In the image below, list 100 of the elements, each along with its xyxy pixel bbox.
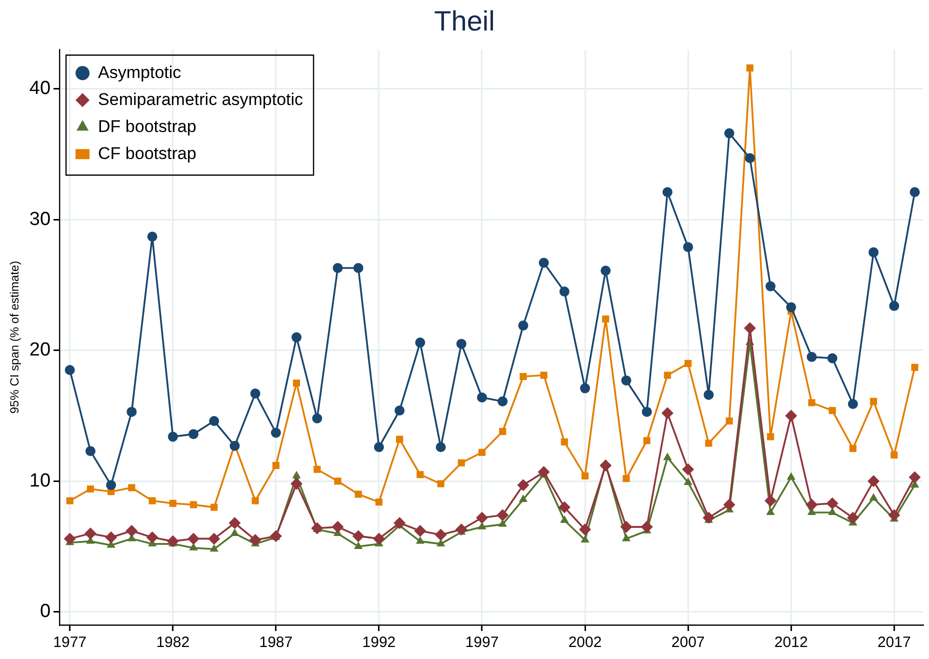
point <box>85 446 96 456</box>
point <box>785 410 798 422</box>
point <box>538 258 549 268</box>
point <box>169 500 176 507</box>
point <box>869 493 878 501</box>
point <box>889 300 900 311</box>
point <box>372 532 385 545</box>
point <box>744 153 755 164</box>
point <box>620 520 632 533</box>
point <box>188 429 198 440</box>
point <box>354 542 363 550</box>
point <box>517 479 530 492</box>
point <box>826 497 838 510</box>
chart-title: Theil <box>434 6 495 37</box>
point <box>849 444 856 452</box>
point <box>187 532 200 545</box>
point <box>375 498 382 506</box>
point <box>642 406 652 417</box>
point <box>230 440 240 451</box>
point <box>311 522 324 534</box>
point <box>518 494 528 502</box>
point <box>86 485 94 493</box>
point <box>208 532 220 545</box>
point <box>252 497 259 504</box>
point <box>498 396 508 406</box>
point <box>210 504 218 511</box>
point <box>579 524 592 536</box>
point <box>868 475 880 488</box>
x-tick-label: 1997 <box>465 634 499 652</box>
point <box>499 428 506 435</box>
y-axis-title: 95% CI span (% of estimate) <box>8 260 22 414</box>
y-tick-label: 20 <box>29 340 51 361</box>
point <box>870 398 878 405</box>
point <box>476 512 488 524</box>
point <box>808 399 816 406</box>
point <box>396 436 404 443</box>
point <box>640 520 653 533</box>
point <box>581 472 589 480</box>
point <box>724 128 734 138</box>
legend-label: Asymptotic <box>98 62 182 82</box>
y-tick-label: 40 <box>29 78 51 100</box>
point <box>520 372 527 380</box>
point <box>66 497 74 504</box>
point <box>126 406 137 417</box>
point <box>166 535 179 548</box>
point <box>723 498 736 511</box>
point <box>602 315 610 323</box>
x-tick-label: 1977 <box>53 634 87 652</box>
point <box>558 501 570 514</box>
point <box>84 527 96 540</box>
point <box>827 353 838 364</box>
point <box>661 407 674 420</box>
point <box>394 516 406 529</box>
point <box>766 433 774 440</box>
point <box>228 516 241 529</box>
point <box>766 281 776 292</box>
point <box>786 472 796 480</box>
x-tick-label: 1982 <box>156 634 190 652</box>
point <box>764 494 777 507</box>
point <box>168 432 178 442</box>
point <box>868 247 879 258</box>
legend-label: DF bootstrap <box>98 116 196 136</box>
point <box>643 437 650 444</box>
point <box>456 338 466 349</box>
x-tick-label: 2012 <box>774 634 808 652</box>
y-tick-label: 10 <box>29 470 51 492</box>
point <box>64 364 75 375</box>
point <box>128 484 136 492</box>
point <box>106 480 116 490</box>
point <box>437 480 444 488</box>
point <box>436 442 446 452</box>
point <box>600 266 611 276</box>
point <box>394 406 405 416</box>
point <box>684 477 692 485</box>
point <box>209 416 220 426</box>
x-tick-label: 2002 <box>568 634 602 652</box>
point <box>560 515 569 523</box>
point <box>600 459 612 472</box>
point <box>292 332 302 342</box>
point <box>146 531 158 544</box>
point <box>458 459 465 466</box>
point <box>64 532 76 545</box>
point <box>434 528 447 541</box>
point <box>498 519 507 527</box>
point <box>622 534 631 542</box>
point <box>249 534 262 546</box>
point <box>806 498 818 511</box>
y-tick-label: 0 <box>40 601 51 622</box>
point <box>476 392 487 402</box>
point <box>352 530 364 542</box>
point <box>726 417 733 425</box>
point <box>580 534 590 542</box>
point <box>702 512 715 524</box>
x-tick-label: 2007 <box>671 634 705 652</box>
point <box>272 462 280 469</box>
x-tick-label: 2017 <box>877 634 911 652</box>
y-tick-label: 30 <box>29 208 51 230</box>
point <box>888 509 900 522</box>
point <box>908 471 921 484</box>
point <box>766 508 775 516</box>
